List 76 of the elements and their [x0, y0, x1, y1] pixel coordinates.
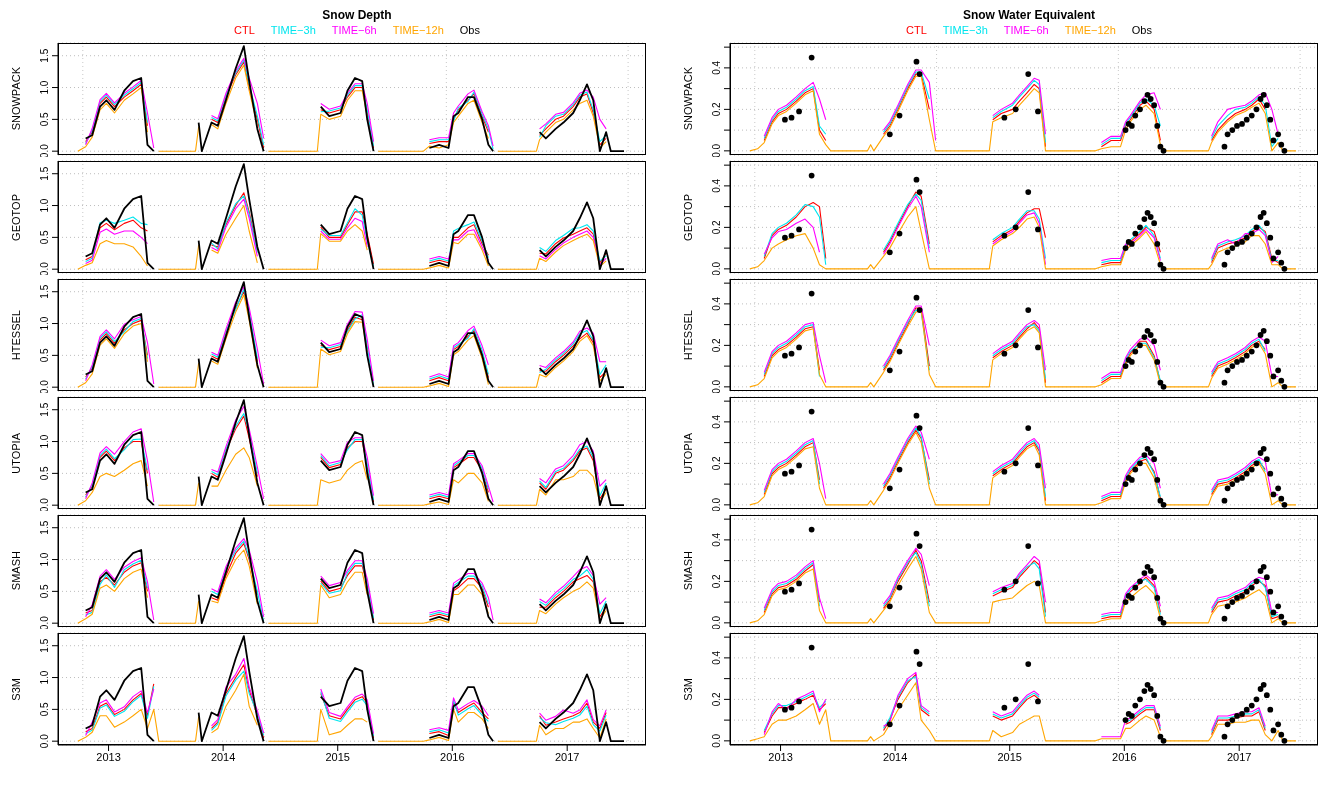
x-tick-label: 2016: [1112, 750, 1137, 763]
y-axis-title: SNOWPACK: [10, 67, 22, 131]
y-tick-label: 0.2: [711, 337, 722, 353]
text: CTL: [234, 24, 255, 38]
text: CTL: [906, 24, 927, 38]
y-tick-label: 0.5: [39, 465, 50, 481]
y-tick-label: 0.4: [711, 532, 722, 547]
y-tick-label: 0.0: [711, 143, 722, 158]
y-tick-label: 0.0: [711, 497, 722, 512]
x-tick-label: 2014: [210, 750, 236, 763]
y-tick-label: 0.0: [39, 615, 50, 631]
y-tick-label: 0.5: [39, 347, 50, 363]
chart-title: Snow Depth: [321, 8, 393, 24]
x-tick-label: 2017: [554, 750, 580, 763]
y-tick-label: 0.4: [711, 296, 722, 311]
y-axis-title: UTOPIA: [682, 432, 694, 474]
text: TIME−6h: [331, 24, 377, 38]
y-tick-label: 0.2: [711, 101, 722, 117]
text: TIME−6h: [1003, 24, 1049, 38]
y-tick-label: 0.0: [39, 261, 50, 277]
y-tick-label: 0.0: [39, 143, 50, 159]
y-tick-label: 0.0: [711, 261, 722, 276]
y-tick-label: 1.0: [39, 552, 50, 567]
y-tick-label: 1.5: [39, 48, 50, 63]
y-tick-label: 0.0: [39, 733, 50, 749]
y-tick-label: 0.0: [711, 615, 722, 630]
y-tick-label: 0.0: [711, 733, 722, 748]
y-tick-label: 1.5: [39, 166, 50, 181]
y-tick-label: 1.0: [39, 198, 50, 213]
x-tick-label: 2017: [1226, 750, 1252, 763]
y-axis-title: S3M: [682, 677, 694, 701]
x-tick-label: 2013: [96, 750, 121, 763]
y-tick-label: 1.5: [39, 520, 50, 535]
x-tick-label: 2016: [440, 750, 465, 763]
y-axis-title: HTESSEL: [682, 309, 694, 361]
text: TIME−3h: [270, 24, 316, 38]
y-tick-label: 1.0: [39, 316, 50, 331]
text: TIME−12h: [1064, 24, 1116, 38]
y-tick-label: 1.0: [39, 434, 50, 449]
text: Obs: [1131, 24, 1152, 38]
y-tick-label: 1.5: [39, 402, 50, 417]
x-tick-label: 2013: [768, 750, 793, 763]
y-axis-title: UTOPIA: [10, 432, 22, 474]
y-tick-label: 0.4: [711, 414, 722, 429]
y-tick-label: 0.4: [711, 60, 722, 75]
y-tick-label: 1.0: [39, 80, 50, 95]
text: TIME−3h: [942, 24, 988, 38]
y-axis-title: GEOTOP: [10, 193, 22, 241]
y-tick-label: 0.2: [711, 691, 722, 707]
y-axis-title: S3M: [10, 677, 22, 701]
text: Obs: [459, 24, 480, 38]
text: TIME−12h: [392, 24, 444, 38]
y-axis-title: GEOTOP: [682, 193, 694, 241]
y-tick-label: 0.4: [711, 178, 722, 193]
y-tick-label: 0.5: [39, 701, 50, 717]
y-tick-label: 0.0: [39, 379, 50, 395]
y-tick-label: 0.2: [711, 573, 722, 589]
y-tick-label: 1.0: [39, 670, 50, 685]
y-axis-title: SNOWPACK: [682, 67, 694, 131]
y-tick-label: 0.5: [39, 111, 50, 127]
y-axis-title: SMASH: [10, 551, 22, 591]
y-tick-label: 1.5: [39, 638, 50, 653]
y-tick-label: 0.2: [711, 455, 722, 471]
y-tick-label: 0.2: [711, 219, 722, 235]
chart-title: Snow Water Equivalent: [961, 8, 1097, 24]
y-axis-title: SMASH: [682, 551, 694, 591]
y-tick-label: 0.0: [39, 497, 50, 513]
y-tick-label: 0.0: [711, 379, 722, 394]
y-tick-label: 1.5: [39, 284, 50, 299]
y-tick-label: 0.5: [39, 229, 50, 245]
y-axis-title: HTESSEL: [10, 309, 22, 361]
x-tick-label: 2015: [325, 750, 350, 763]
y-tick-label: 0.4: [711, 650, 722, 665]
y-tick-label: 0.5: [39, 583, 50, 599]
x-tick-label: 2015: [997, 750, 1022, 763]
x-tick-label: 2014: [882, 750, 908, 763]
